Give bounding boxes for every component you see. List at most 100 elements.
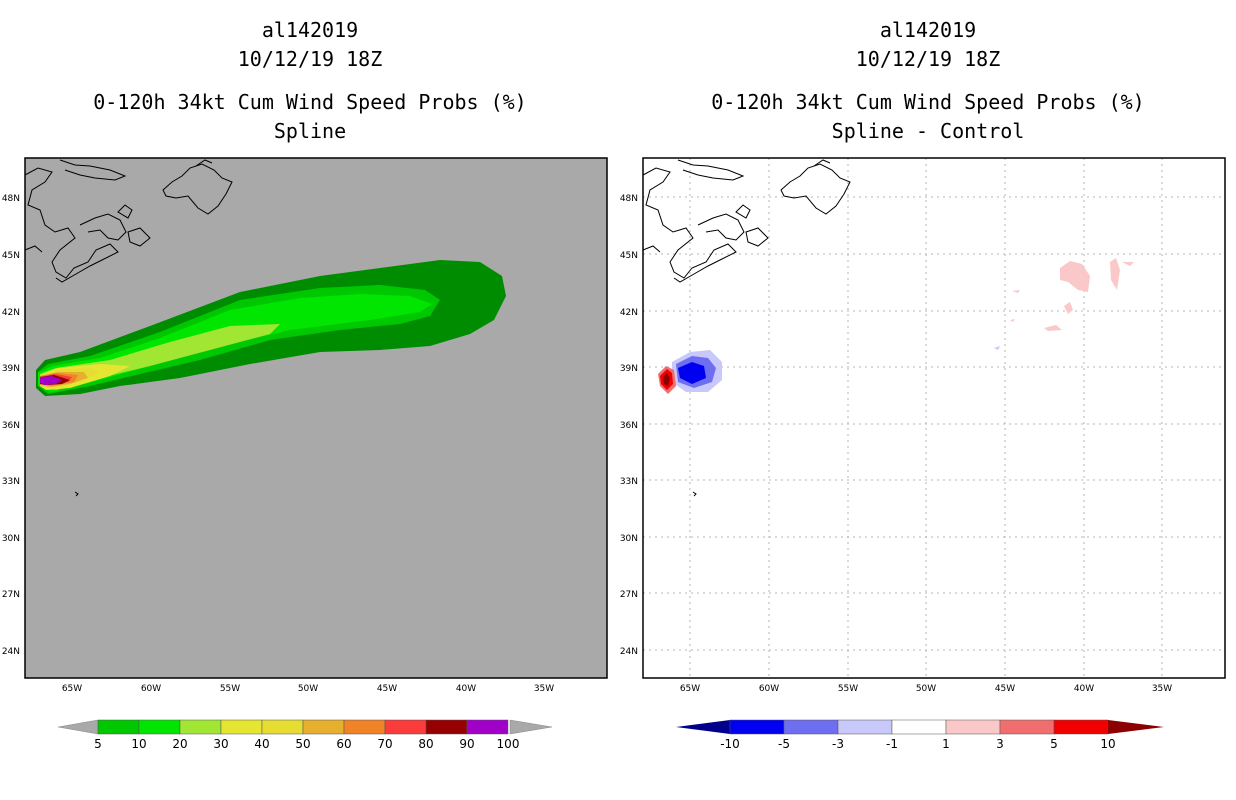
lon-label: 65W: [62, 684, 82, 694]
swath-100pct: [40, 376, 62, 385]
colorbar-label: 5: [1050, 737, 1058, 751]
colorbar-box: [138, 719, 181, 735]
left-colorbar-labels: 5 10 20 30 40 50 60 70 80 90 100: [94, 737, 519, 751]
colorbar-box: [261, 719, 304, 735]
lat-label: 30N: [620, 534, 638, 544]
diff-pos-1: [1110, 258, 1120, 290]
colorbar-label: 1: [942, 737, 950, 751]
colorbar-box: [466, 719, 509, 735]
lon-label: 40W: [456, 684, 476, 694]
lat-label: 27N: [620, 590, 638, 600]
lat-label: 27N: [2, 590, 20, 600]
colorbar-label: 100: [497, 737, 520, 751]
right-panel-title: al142019 10/12/19 18Z 0-120h 34kt Cum Wi…: [628, 16, 1228, 146]
right-difference-contours: [658, 258, 1134, 394]
left-product-title: 0-120h 34kt Cum Wind Speed Probs (%): [93, 90, 527, 114]
right-colorbar-labels: -10 -5 -3 -1 1 3 5 10: [720, 737, 1115, 751]
colorbar-box: [999, 719, 1055, 735]
left-coastlines: [24, 159, 233, 497]
lon-label: 65W: [680, 684, 700, 694]
lat-label: 36N: [2, 421, 20, 431]
lat-label: 42N: [2, 308, 20, 318]
colorbar-box: [783, 719, 839, 735]
left-lon-labels: 65W 60W 55W 50W 45W 40W 35W: [62, 684, 554, 694]
colorbar-label: 5: [94, 737, 102, 751]
lat-label: 30N: [2, 534, 20, 544]
lon-label: 55W: [838, 684, 858, 694]
left-probability-map: 48N 45N 42N 39N 36N 33N 30N 27N 24N 65W …: [2, 157, 608, 694]
colorbar-label: 10: [1100, 737, 1115, 751]
lon-label: 60W: [759, 684, 779, 694]
lat-label: 24N: [2, 647, 20, 657]
lon-label: 35W: [1152, 684, 1172, 694]
left-storm-id: al142019: [261, 18, 359, 42]
colorbar-label: -3: [832, 737, 844, 751]
left-map-background: [24, 157, 608, 679]
colorbar-box: [891, 719, 947, 735]
diff-pos-10: [663, 373, 670, 386]
right-map-frame: [642, 157, 1226, 679]
colorbar-box: [425, 719, 468, 735]
diff-pos-1: [1064, 302, 1073, 314]
lon-label: 60W: [141, 684, 161, 694]
lat-label: 33N: [2, 477, 20, 487]
colorbar-label: -5: [778, 737, 790, 751]
lon-label: 45W: [377, 684, 397, 694]
colorbar-label: 80: [418, 737, 433, 751]
right-map-background: [643, 158, 1225, 678]
diff-pos-1: [1122, 262, 1134, 266]
lat-label: 33N: [620, 477, 638, 487]
right-coastlines: [642, 159, 851, 497]
left-lat-labels: 48N 45N 42N 39N 36N 33N 30N 27N 24N: [2, 194, 20, 657]
right-product-title: 0-120h 34kt Cum Wind Speed Probs (%): [711, 90, 1145, 114]
left-probability-swath: [36, 260, 506, 396]
diff-pos-1: [1044, 325, 1062, 331]
left-colorbar-boxes: [97, 719, 509, 735]
left-colorbar: 5 10 20 30 40 50 60 70 80 90 100: [57, 719, 553, 751]
colorbar-box: [729, 719, 785, 735]
lon-label: 55W: [220, 684, 240, 694]
right-datetime: 10/12/19 18Z: [855, 47, 1001, 71]
colorbar-label: 10: [131, 737, 146, 751]
right-storm-id: al142019: [879, 18, 977, 42]
colorbar-box: [384, 719, 427, 735]
lat-label: 24N: [620, 647, 638, 657]
right-difference-map: 48N 45N 42N 39N 36N 33N 30N 27N 24N 65W …: [620, 157, 1226, 694]
right-subtitle: Spline - Control: [831, 119, 1025, 143]
colorbar-box: [302, 719, 345, 735]
left-subtitle: Spline: [273, 119, 347, 143]
colorbar-label: -1: [886, 737, 898, 751]
colorbar-box: [220, 719, 263, 735]
diff-pos-1: [1010, 319, 1015, 322]
colorbar-label: 20: [172, 737, 187, 751]
lat-label: 36N: [620, 421, 638, 431]
colorbar-label: 30: [213, 737, 228, 751]
colorbar-label: -10: [720, 737, 740, 751]
lon-label: 50W: [298, 684, 318, 694]
colorbar-box: [1053, 719, 1109, 735]
colorbar-under-arrow: [676, 720, 730, 734]
lat-label: 48N: [2, 194, 20, 204]
colorbar-label: 70: [377, 737, 392, 751]
right-colorbar-boxes: [676, 719, 1164, 735]
lon-label: 35W: [534, 684, 554, 694]
left-panel-title: al142019 10/12/19 18Z 0-120h 34kt Cum Wi…: [10, 16, 610, 146]
colorbar-label: 50: [295, 737, 310, 751]
diff-pos-1: [1060, 261, 1090, 292]
colorbar-under-arrow: [57, 719, 99, 735]
colorbar-box: [179, 719, 222, 735]
right-grid: [643, 158, 1225, 678]
right-lon-labels: 65W 60W 55W 50W 45W 40W 35W: [680, 684, 1172, 694]
lat-label: 45N: [2, 251, 20, 261]
colorbar-box: [837, 719, 893, 735]
lat-label: 39N: [2, 364, 20, 374]
lat-label: 48N: [620, 194, 638, 204]
left-datetime: 10/12/19 18Z: [237, 47, 383, 71]
colorbar-box: [97, 719, 140, 735]
colorbar-box: [945, 719, 1001, 735]
colorbar-over-arrow: [509, 719, 553, 735]
diff-neg-5: [678, 362, 706, 384]
lon-label: 45W: [995, 684, 1015, 694]
colorbar-over-arrow: [1108, 720, 1164, 734]
colorbar-box: [343, 719, 386, 735]
